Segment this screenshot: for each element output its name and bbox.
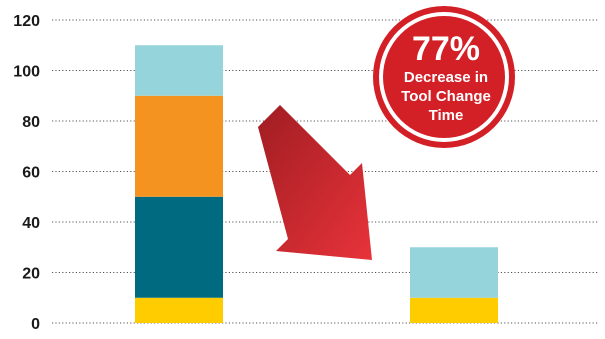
y-tick-label: 120 (13, 13, 40, 30)
badge-line-2: Tool Change (401, 88, 491, 105)
bar-segment (135, 297, 223, 323)
y-tick-label: 40 (22, 215, 40, 232)
y-tick-label: 100 (13, 64, 40, 81)
decrease-arrow (258, 105, 372, 260)
badge-line-3: Time (429, 107, 464, 124)
bar-segment (410, 247, 498, 298)
bars (135, 45, 498, 323)
badge-percent: 77% (412, 30, 480, 68)
bar-segment (135, 95, 223, 197)
y-tick-label: 60 (22, 165, 40, 182)
badge-line-1: Decrease in (404, 69, 488, 86)
bar-segment (410, 297, 498, 323)
bar-segment (135, 45, 223, 96)
decrease-badge: 77% Decrease in Tool Change Time (373, 6, 515, 148)
y-tick-label: 0 (31, 316, 40, 333)
y-axis-ticks: 0 20 40 60 80 100 120 (13, 13, 40, 333)
y-tick-label: 80 (22, 114, 40, 131)
arrow-shape (258, 105, 372, 260)
bar-segment (135, 196, 223, 298)
y-tick-label: 20 (22, 266, 40, 283)
badge-inner (383, 16, 505, 138)
